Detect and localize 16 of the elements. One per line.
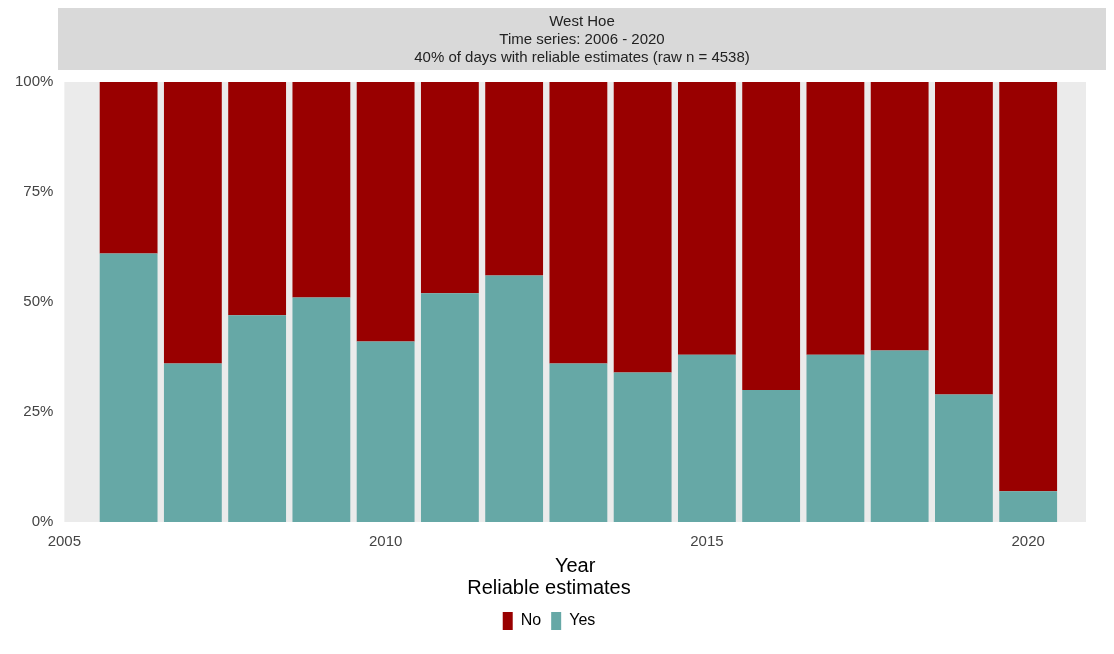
- text: 40% of days with reliable estimates (raw n = 4538): [413, 48, 751, 66]
- x-tick-label: 2020: [1011, 532, 1045, 550]
- y-tick-label: 25%: [23, 402, 54, 420]
- y-tick-label: 50%: [23, 292, 54, 310]
- legend-title: Reliable estimates: [467, 575, 631, 598]
- chart-title: West Hoe: [548, 12, 616, 30]
- x-tick-label: 2010: [368, 532, 403, 550]
- y-tick-label: 100%: [14, 72, 54, 90]
- chart-subtitle: Time series: 2006 - 2020: [498, 30, 666, 48]
- x-tick-label: 2005: [47, 532, 82, 550]
- x-tick-label: 2015: [690, 532, 724, 550]
- legend-label: Yes: [569, 611, 596, 629]
- x-axis-title: Year: [554, 553, 596, 576]
- y-tick-label: 0%: [31, 512, 54, 530]
- y-tick-label: 75%: [23, 182, 54, 200]
- legend-label: No: [520, 611, 542, 629]
